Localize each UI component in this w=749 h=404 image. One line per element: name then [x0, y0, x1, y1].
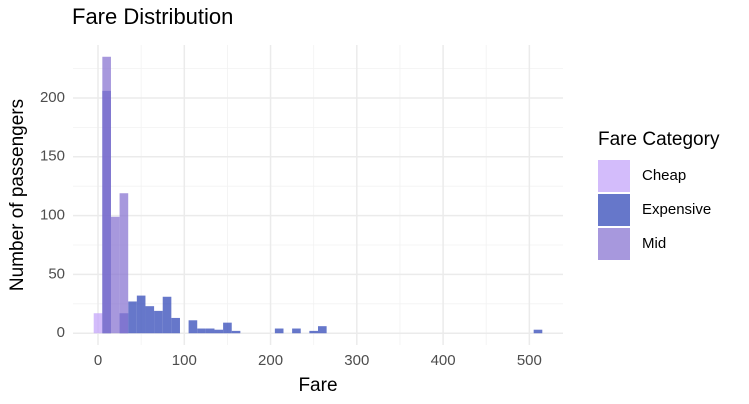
bar	[188, 320, 198, 334]
legend-label: Cheap	[642, 167, 686, 184]
legend-label: Expensive	[642, 201, 711, 218]
bar	[274, 328, 284, 334]
bar	[309, 330, 318, 334]
bar	[318, 326, 327, 334]
bar	[136, 295, 146, 334]
x-tick-label: 300	[344, 352, 369, 369]
bar	[171, 317, 180, 334]
x-tick-label: 100	[172, 352, 197, 369]
y-tick-label: 200	[40, 89, 65, 106]
x-tick-label: 500	[517, 352, 542, 369]
bar	[231, 330, 241, 334]
bar	[110, 216, 120, 334]
bar	[119, 193, 129, 334]
bar	[145, 306, 155, 334]
bar	[533, 329, 543, 334]
bar	[292, 328, 301, 334]
legend-swatch	[598, 194, 630, 226]
bar	[93, 313, 103, 334]
bar	[214, 329, 224, 334]
y-axis-label: Number of passengers	[7, 99, 28, 291]
legend-swatch	[598, 228, 630, 260]
y-tick-label: 150	[40, 148, 65, 165]
bar	[102, 56, 111, 334]
legend-title: Fare Category	[598, 129, 720, 150]
chart-title: Fare Distribution	[72, 4, 233, 29]
bar	[197, 328, 206, 334]
x-tick-label: 400	[431, 352, 456, 369]
bar	[162, 296, 172, 334]
x-tick-label: 200	[258, 352, 283, 369]
bar	[154, 310, 163, 334]
legend-label: Mid	[642, 235, 666, 252]
y-tick-label: 0	[57, 324, 65, 341]
bar	[128, 301, 137, 334]
bar	[205, 328, 215, 334]
y-tick-label: 50	[48, 265, 65, 282]
x-tick-label: 0	[94, 352, 102, 369]
x-axis-label: Fare	[298, 375, 337, 396]
y-tick-label: 100	[40, 207, 65, 224]
legend-swatch	[598, 160, 630, 192]
bar	[223, 322, 232, 334]
